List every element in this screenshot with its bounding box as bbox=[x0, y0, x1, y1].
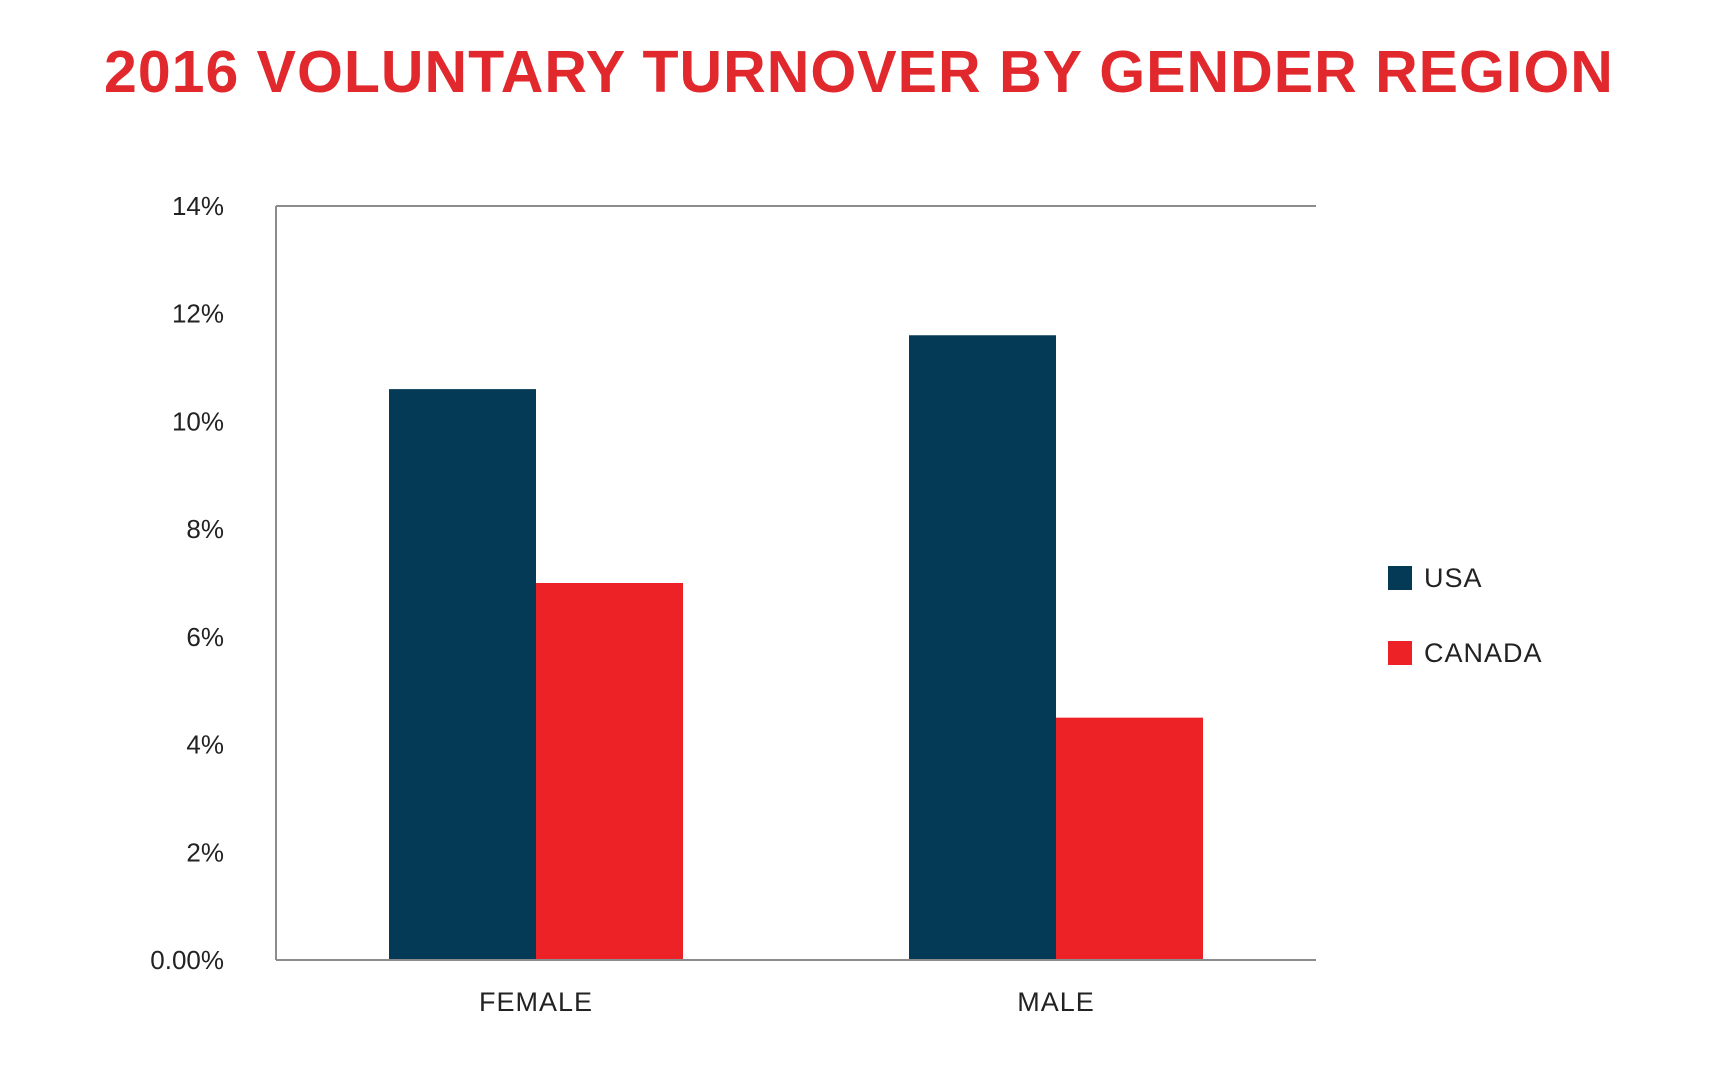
y-tick-label: 14% bbox=[172, 191, 224, 221]
bar-canada-male bbox=[1056, 717, 1203, 960]
chart-title: 2016 VOLUNTARY TURNOVER BY GENDER REGION bbox=[104, 39, 1614, 105]
x-category-label: FEMALE bbox=[479, 987, 593, 1017]
y-tick-label: 4% bbox=[186, 730, 224, 760]
y-tick-label: 6% bbox=[186, 622, 224, 652]
bar-canada-female bbox=[536, 583, 683, 960]
legend-swatch-canada bbox=[1388, 641, 1412, 665]
x-category-label: MALE bbox=[1017, 987, 1095, 1017]
bar-usa-male bbox=[909, 335, 1056, 960]
legend-swatch-usa bbox=[1388, 566, 1412, 590]
x-axis-labels: FEMALE MALE bbox=[479, 987, 1095, 1017]
bar-usa-female bbox=[389, 389, 536, 961]
y-tick-label: 10% bbox=[172, 406, 224, 436]
legend-label-usa: USA bbox=[1424, 563, 1483, 593]
y-tick-label: 2% bbox=[186, 837, 224, 867]
bars bbox=[389, 335, 1203, 961]
legend: USA CANADA bbox=[1388, 563, 1543, 668]
y-axis-ticks: 0.00% 2% 4% 6% 8% 10% 12% 14% bbox=[150, 191, 224, 975]
axes bbox=[275, 205, 1316, 961]
y-tick-label: 8% bbox=[186, 514, 224, 544]
legend-label-canada: CANADA bbox=[1424, 638, 1543, 668]
y-tick-label: 12% bbox=[172, 299, 224, 329]
y-tick-label: 0.00% bbox=[150, 945, 224, 975]
